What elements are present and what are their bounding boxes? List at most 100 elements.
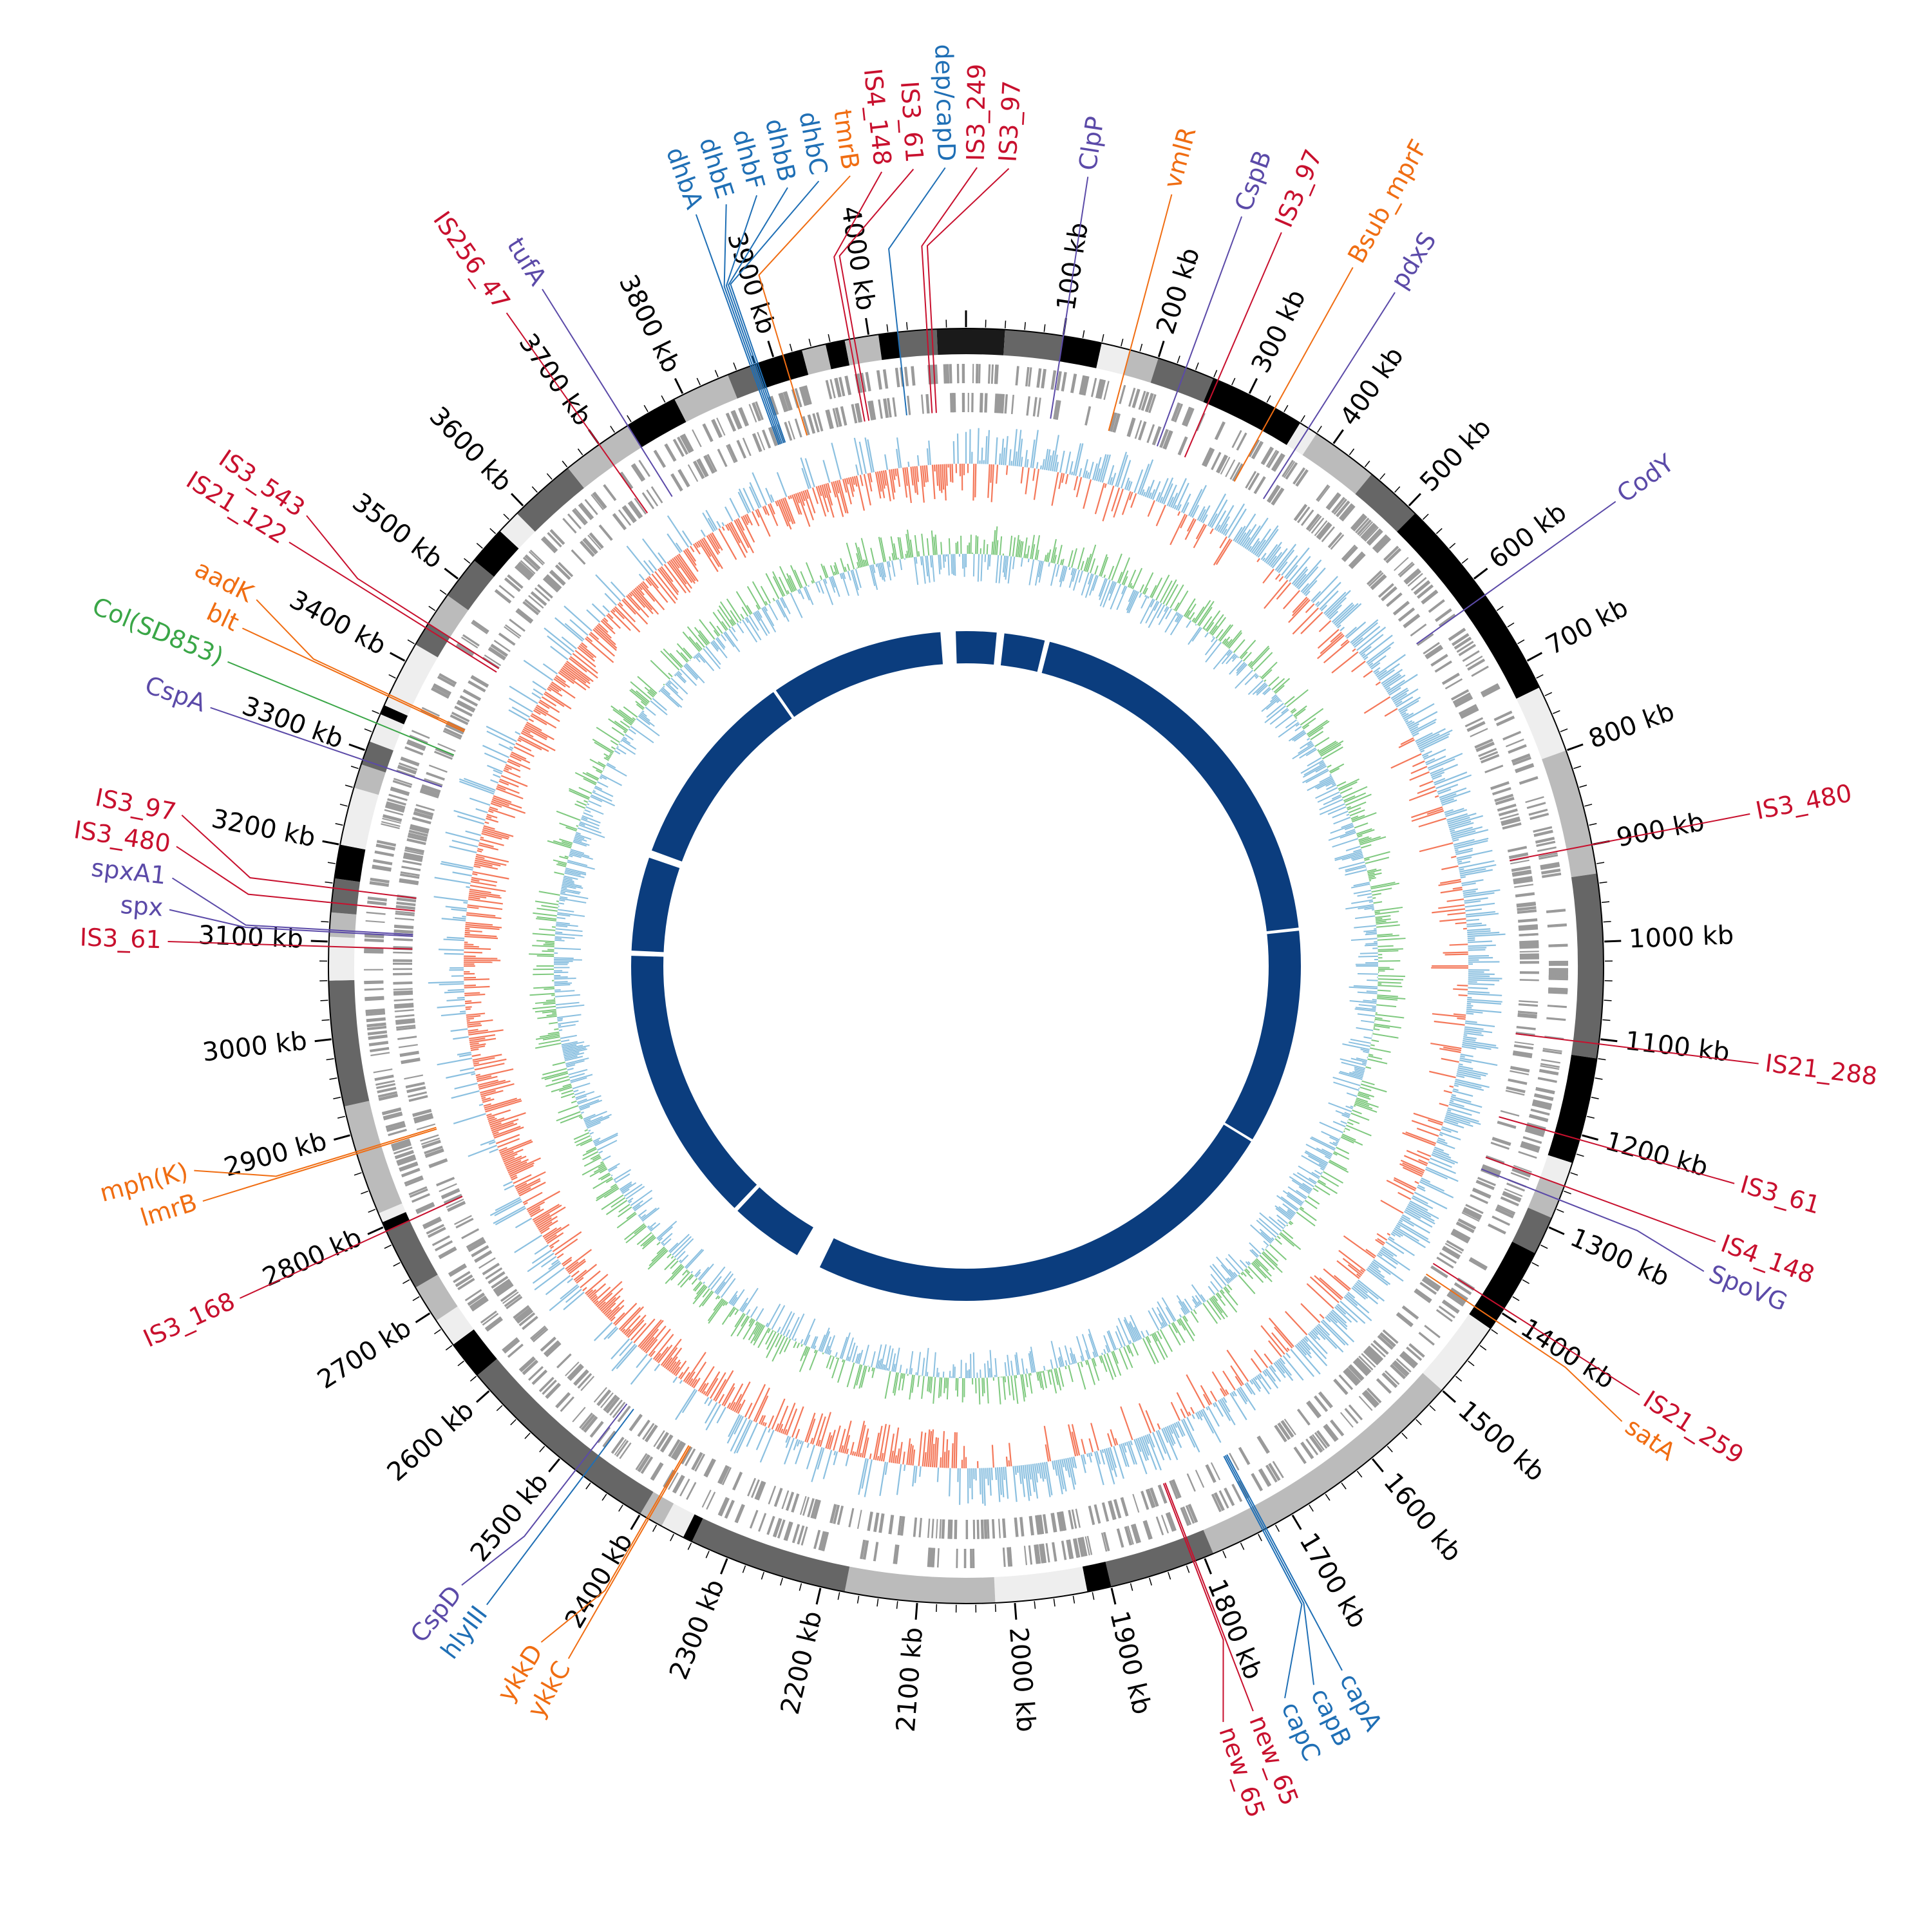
cds-mark <box>1330 534 1345 550</box>
gc-content-mark <box>1251 667 1253 670</box>
cds-mark <box>812 413 820 433</box>
gc-skew-mark <box>737 1399 746 1414</box>
gc-content-mark <box>562 1041 585 1047</box>
gc-skew-mark <box>1294 573 1307 587</box>
gc-skew-mark <box>614 606 641 633</box>
gc-content-mark <box>640 701 647 706</box>
cds-mark <box>1458 704 1477 715</box>
gc-content-mark <box>561 1041 578 1046</box>
cds-mark <box>794 388 802 408</box>
gc-skew-mark <box>453 1036 469 1040</box>
gc-skew-mark <box>1037 1463 1042 1479</box>
cds-mark <box>1038 1514 1045 1535</box>
cds-mark <box>1341 505 1356 522</box>
cds-mark <box>1470 1257 1488 1269</box>
gc-content-mark <box>1261 1247 1265 1251</box>
gc-content-mark <box>1276 699 1281 703</box>
gc-content-mark <box>730 610 739 623</box>
cds-mark <box>1467 658 1485 671</box>
cds-mark <box>1520 1142 1540 1151</box>
cds-mark <box>851 404 858 424</box>
gc-skew-mark <box>755 1426 768 1450</box>
cds-mark <box>1327 493 1341 511</box>
gc-skew-mark <box>1447 817 1470 825</box>
annotation-leader-line <box>1164 1482 1254 1712</box>
gc-content-mark <box>1303 762 1325 776</box>
gc-skew-mark <box>654 571 678 601</box>
gc-skew-mark <box>1302 567 1326 594</box>
gc-skew-mark <box>1139 459 1154 495</box>
gc-content-mark <box>555 928 583 933</box>
cds-mark <box>1401 1305 1419 1320</box>
cds-mark <box>900 1516 904 1536</box>
gc-content-mark <box>562 1083 572 1088</box>
gc-skew-mark <box>1105 1448 1113 1471</box>
gc-skew-mark <box>1397 1222 1430 1244</box>
gc-skew-mark <box>1329 1312 1348 1331</box>
gc-content-mark <box>564 871 581 876</box>
gc-content-mark <box>542 950 554 952</box>
gc-skew-mark <box>1253 1378 1262 1390</box>
cds-mark <box>1352 515 1368 532</box>
gc-skew-mark <box>1323 1268 1350 1292</box>
gc-skew-mark <box>591 1296 598 1302</box>
gc-content-mark <box>1351 815 1365 821</box>
cds-mark <box>818 1531 826 1551</box>
gc-skew-mark <box>478 844 498 851</box>
gc-content-mark <box>697 652 715 672</box>
cds-mark <box>829 379 836 399</box>
gc-content-mark <box>1129 583 1133 589</box>
gc-skew-mark <box>1316 1325 1344 1353</box>
cds-mark <box>998 1519 1001 1539</box>
gc-content-mark <box>886 561 892 581</box>
gc-skew-mark <box>578 645 594 659</box>
cds-mark <box>413 811 433 819</box>
cds-mark <box>975 364 978 384</box>
gc-skew-mark <box>1386 1179 1414 1195</box>
gc-content-mark <box>781 597 791 614</box>
gc-skew-mark <box>1056 462 1059 472</box>
cds-mark <box>754 1481 764 1500</box>
cds-mark <box>1463 1207 1482 1218</box>
gc-skew-mark <box>466 914 502 920</box>
gc-content-mark <box>647 1225 650 1228</box>
gc-skew-mark <box>1032 1463 1039 1499</box>
gc-skew-mark <box>782 498 794 525</box>
gc-skew-mark <box>755 509 760 518</box>
gc-content-mark <box>538 891 560 896</box>
gc-content-mark <box>636 1231 652 1245</box>
gc-content-mark <box>765 573 780 600</box>
gc-skew-mark <box>1375 654 1406 676</box>
cds-mark <box>1519 942 1539 947</box>
gc-content-mark <box>687 626 705 648</box>
annotation-leader-line <box>486 1408 634 1605</box>
gc-skew-mark <box>606 1300 625 1318</box>
cds-mark <box>1026 396 1030 416</box>
contig-segment <box>1355 474 1416 532</box>
gc-skew-mark <box>482 1098 495 1103</box>
gc-skew-mark <box>498 780 509 786</box>
gc-skew-mark <box>1466 1007 1472 1009</box>
gc-content-mark <box>889 556 891 562</box>
cds-mark <box>1141 1490 1150 1510</box>
gc-skew-mark <box>573 1269 587 1281</box>
gc-content-mark <box>609 753 612 755</box>
gc-content-mark <box>1189 612 1195 620</box>
cds-mark <box>1037 397 1041 417</box>
gc-skew-mark <box>815 486 827 517</box>
gc-skew-mark <box>1370 662 1381 670</box>
gc-skew-mark <box>735 1403 742 1414</box>
gc-skew-mark <box>1148 1433 1155 1448</box>
cds-mark <box>1515 762 1534 772</box>
gc-skew-mark <box>1222 1397 1227 1403</box>
gc-content-mark <box>1009 535 1013 556</box>
cds-mark <box>383 1111 402 1119</box>
cds-mark <box>1462 1209 1481 1221</box>
gc-content-mark <box>1119 1348 1128 1370</box>
gc-content-mark <box>565 867 587 874</box>
gc-skew-mark <box>1356 1281 1379 1300</box>
gc-content-mark <box>1311 1136 1336 1150</box>
annotation-leader-line <box>1233 267 1354 482</box>
gc-content-mark <box>1111 1351 1122 1376</box>
gc-content-mark <box>761 607 777 633</box>
